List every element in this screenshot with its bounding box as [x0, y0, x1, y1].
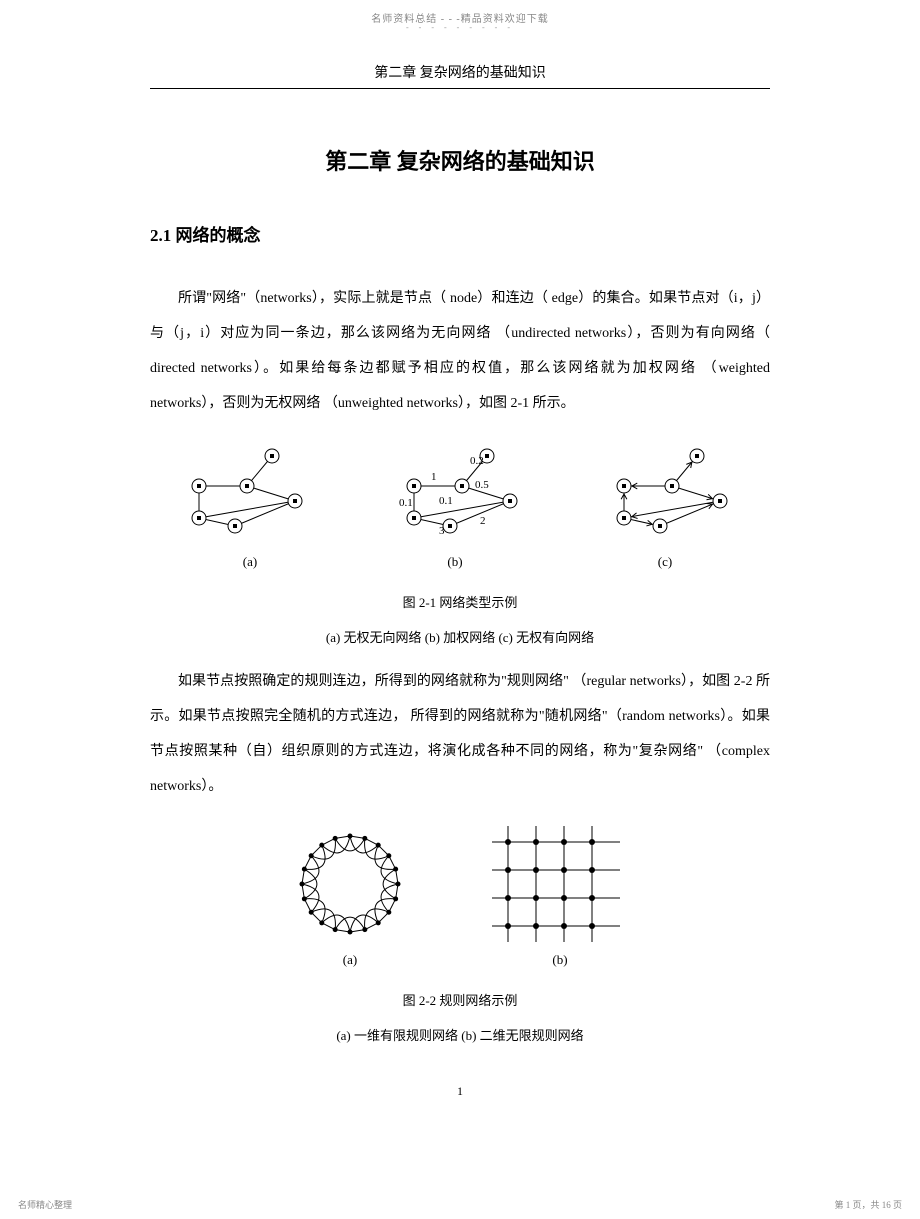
- figure-2-1-c-label: (c): [585, 554, 745, 570]
- main-title: 第二章 复杂网络的基础知识: [150, 144, 770, 176]
- figure-2-1-b: 0.2 1 0.5 0.1 0.1 3 2 (b): [375, 446, 535, 570]
- figure-2-2-legend: (a) 一维有限规则网络 (b) 二维无限规则网络: [150, 1025, 770, 1044]
- section-title: 2.1 网络的概念: [150, 221, 770, 246]
- svg-text:0.2: 0.2: [470, 455, 484, 467]
- figure-2-2-b: (b): [490, 824, 630, 968]
- svg-text:0.5: 0.5: [475, 479, 489, 491]
- figure-2-1-a: (a): [175, 446, 325, 570]
- svg-text:0.1: 0.1: [399, 497, 413, 509]
- ring-network-diagram: [290, 824, 410, 944]
- figure-2-1-a-label: (a): [175, 554, 325, 570]
- figure-2-2-row: (a) (b): [150, 824, 770, 968]
- figure-2-2-a-label: (a): [290, 952, 410, 968]
- paragraph-1: 所谓"网络"（networks），实际上就是节点（ node）和连边（ edge…: [150, 281, 770, 421]
- grid-network-diagram: [490, 824, 630, 944]
- top-header-dots: - - - - - - - - -: [0, 23, 920, 32]
- figure-2-2-a: (a): [290, 824, 410, 968]
- figure-2-2-caption: 图 2-2 规则网络示例: [150, 990, 770, 1009]
- network-diagram-b: 0.2 1 0.5 0.1 0.1 3 2: [375, 446, 535, 546]
- svg-text:1: 1: [431, 471, 437, 483]
- figure-2-2-b-label: (b): [490, 952, 630, 968]
- svg-text:0.1: 0.1: [439, 495, 453, 507]
- network-diagram-a: [175, 446, 325, 546]
- figure-2-1-legend: (a) 无权无向网络 (b) 加权网络 (c) 无权有向网络: [150, 627, 770, 646]
- svg-text:3: 3: [439, 525, 445, 537]
- figure-2-1-row: (a) 0.2 1 0.5 0.1 0.1 3 2 (b) (c): [150, 446, 770, 570]
- svg-text:2: 2: [480, 515, 486, 527]
- chapter-running-header: 第二章 复杂网络的基础知识: [150, 62, 770, 89]
- top-header: 名师资料总结 - - -精品资料欢迎下载: [0, 0, 920, 25]
- paragraph-2: 如果节点按照确定的规则连边，所得到的网络就称为"规则网络" （regular n…: [150, 664, 770, 804]
- network-diagram-c: [585, 446, 745, 546]
- figure-2-1-c: (c): [585, 446, 745, 570]
- footer-left: 名师精心整理: [18, 1198, 72, 1211]
- footer-right: 第 1 页，共 16 页: [834, 1198, 902, 1211]
- figure-2-1-caption: 图 2-1 网络类型示例: [150, 592, 770, 611]
- figure-2-1-b-label: (b): [375, 554, 535, 570]
- page-number: 1: [150, 1084, 770, 1099]
